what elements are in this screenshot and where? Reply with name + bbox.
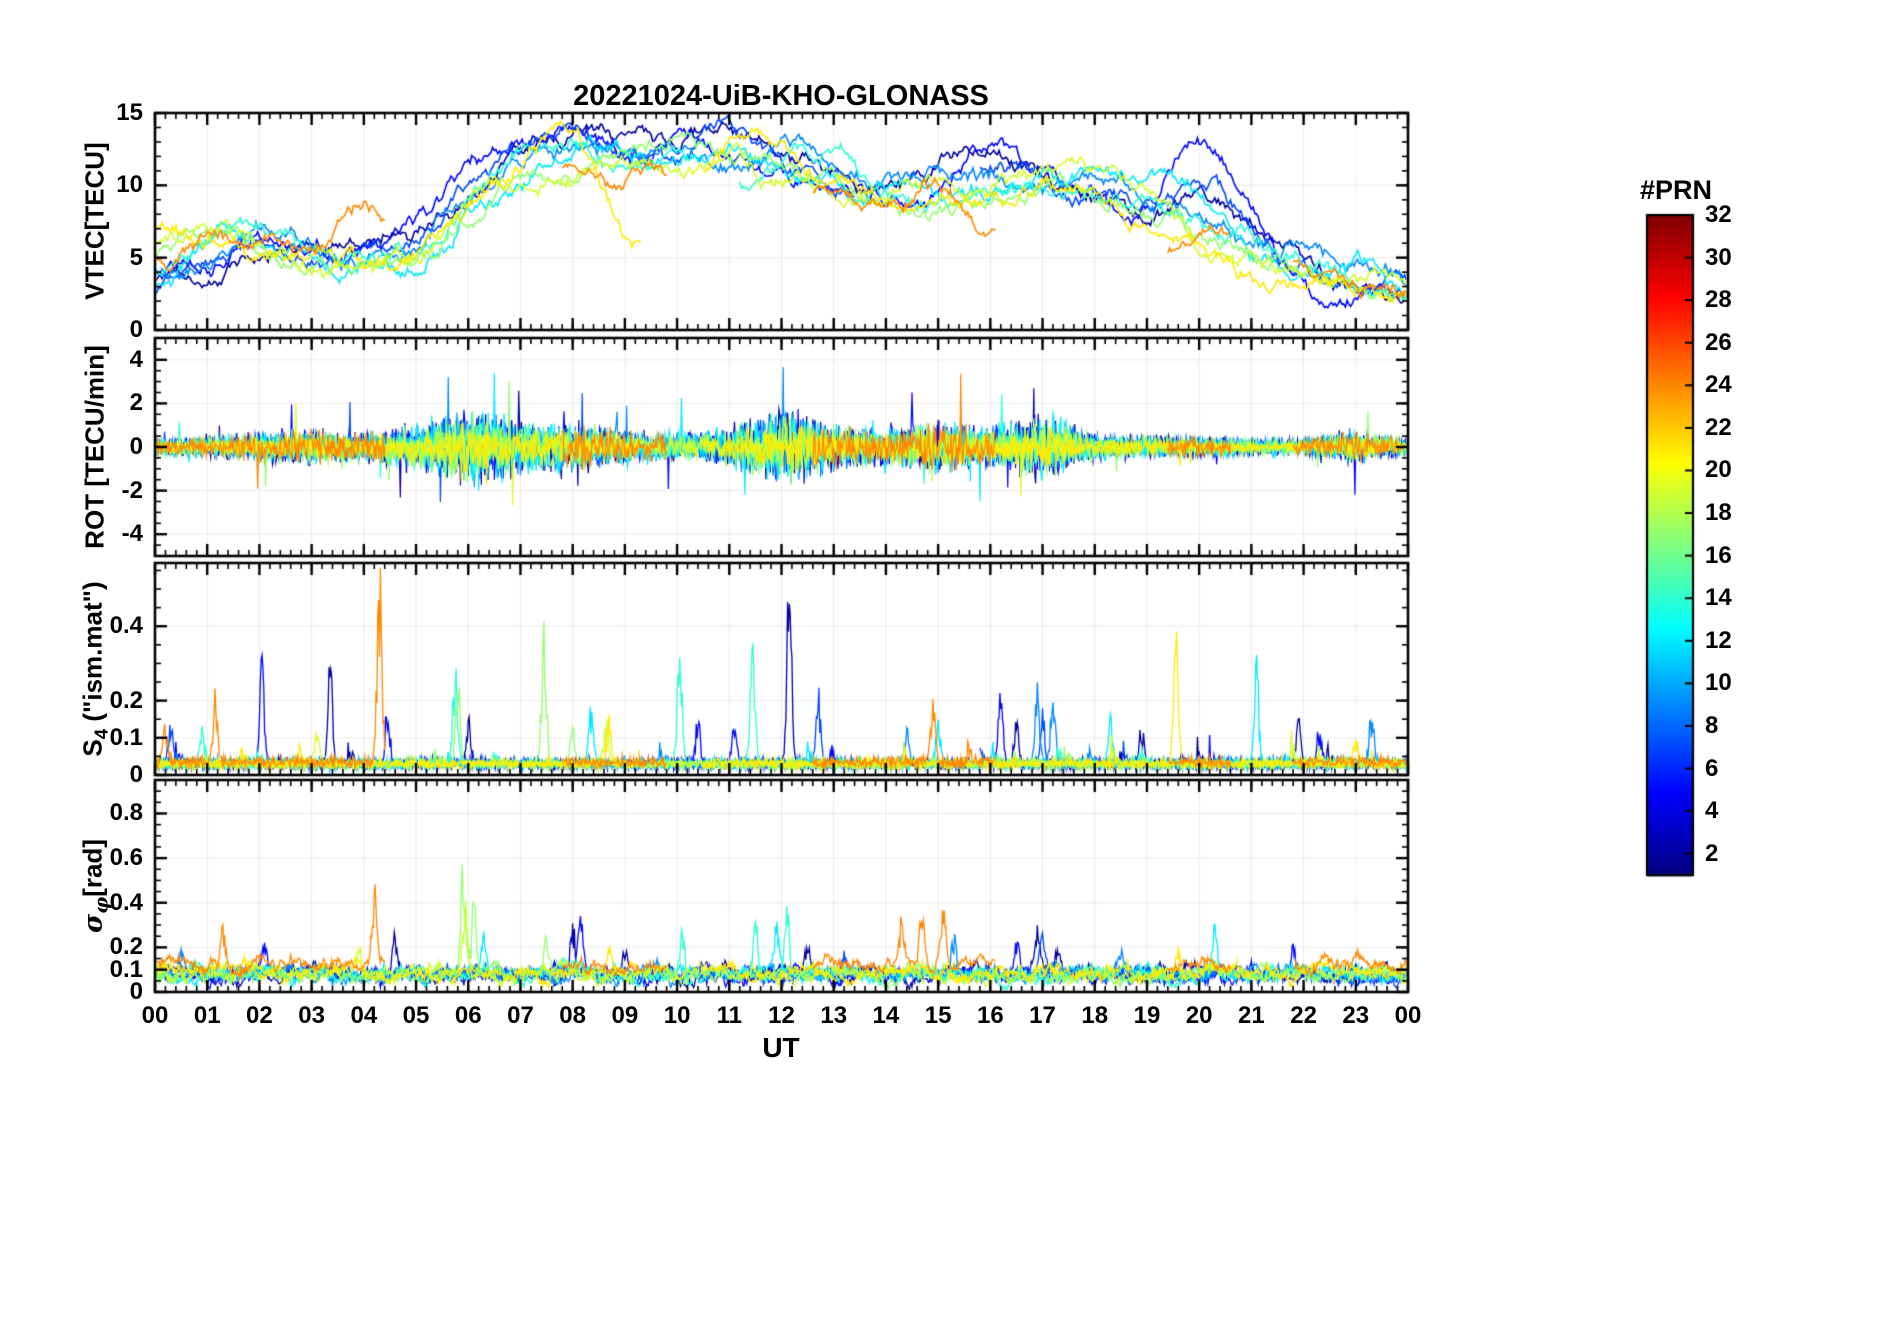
y-tick-label: 0.4 (109, 612, 143, 640)
y-tick-label: 0.2 (109, 933, 143, 961)
colorbar-tick-label: 26 (1705, 328, 1732, 356)
colorbar-tick-label: 12 (1705, 626, 1732, 654)
x-axis-label: UT (762, 1032, 800, 1063)
y-tick-label: 10 (116, 171, 143, 199)
colorbar-tick-label: 28 (1705, 286, 1732, 314)
y-axis-label-part: [rad] (77, 839, 108, 897)
x-tick-label: 06 (454, 1002, 482, 1029)
x-tick-label: 10 (663, 1002, 691, 1029)
x-tick-label: 22 (1290, 1002, 1317, 1029)
x-tick-label: 09 (611, 1002, 639, 1029)
colorbar-tick-label: 10 (1705, 669, 1732, 697)
x-tick-label: 19 (1133, 1002, 1161, 1029)
y-axis-label-part: 4 (90, 728, 112, 740)
x-tick-label: 11 (716, 1002, 742, 1029)
x-tick-label: 02 (246, 1002, 273, 1029)
y-axis-label-rot: ROT [TECU/min] (80, 345, 111, 549)
x-tick-label: 12 (768, 1002, 795, 1029)
x-tick-label: 13 (820, 1002, 848, 1029)
y-tick-label: 0.8 (109, 799, 143, 827)
x-tick-label: 18 (1081, 1002, 1109, 1029)
y-axis-label-part: ROT [TECU/min] (79, 345, 110, 549)
colorbar-tick-label: 14 (1705, 584, 1732, 612)
colorbar-tick-label: 6 (1705, 754, 1719, 782)
x-tick-label: 17 (1029, 1002, 1056, 1029)
y-tick-label: 4 (129, 345, 143, 373)
y-tick-label: 0.1 (109, 723, 143, 751)
colorbar-tick-label: 4 (1705, 797, 1719, 825)
colorbar-tick-label: 20 (1705, 456, 1732, 484)
x-tick-label: 23 (1342, 1002, 1370, 1029)
y-tick-label: 0.4 (109, 888, 143, 916)
x-tick-label: 21 (1238, 1002, 1265, 1029)
y-tick-label: 0 (129, 433, 143, 460)
x-tick-label: 07 (507, 1002, 534, 1029)
colorbar-label: #PRN (1639, 175, 1713, 205)
y-tick-label: 5 (129, 243, 143, 271)
colorbar-tick-label: 16 (1705, 541, 1732, 569)
y-tick-label: 0.2 (109, 686, 143, 714)
y-tick-label: 0.6 (109, 844, 143, 872)
x-tick-label: 08 (559, 1002, 587, 1029)
x-tick-label: 00 (141, 1002, 169, 1029)
colorbar-tick-label: 22 (1705, 413, 1732, 441)
x-tick-label: 15 (924, 1002, 952, 1029)
x-tick-label: 20 (1185, 1002, 1213, 1029)
y-tick-label: 15 (116, 99, 143, 126)
y-axis-label-vtec: VTEC[TECU] (80, 142, 111, 299)
x-tick-label: 00 (1394, 1002, 1422, 1029)
x-tick-label: 05 (402, 1002, 430, 1029)
x-tick-label: 01 (193, 1002, 221, 1029)
y-tick-label: 0 (129, 316, 143, 343)
x-tick-label: 16 (976, 1002, 1004, 1029)
colorbar-tick-label: 2 (1705, 839, 1719, 867)
colorbar-tick-label: 30 (1705, 243, 1732, 271)
x-tick-label: 03 (298, 1002, 325, 1029)
colorbar-tick-label: 24 (1705, 371, 1732, 399)
x-tick-label: 14 (872, 1002, 900, 1029)
y-axis-label-part: σ (78, 913, 109, 933)
colorbar-tick-label: 18 (1705, 499, 1732, 527)
chart-title: 20221024-UiB-KHO-GLONASS (573, 80, 989, 112)
y-axis-label-part: VTEC[TECU] (79, 142, 110, 300)
y-tick-label: 0.1 (109, 955, 143, 983)
colorbar-tick-label: 32 (1705, 201, 1732, 228)
colorbar-tick-label: 8 (1705, 711, 1719, 739)
y-tick-label: 2 (129, 389, 143, 417)
y-tick-label: -2 (121, 476, 143, 504)
y-axis-label-sigma_phi: σφ[rad] (77, 839, 112, 933)
x-tick-label: 04 (350, 1002, 378, 1029)
y-axis-label-part: ("ism.mat") (77, 581, 108, 729)
y-tick-label: 0 (129, 978, 143, 1005)
y-tick-label: -4 (121, 520, 143, 548)
y-axis-label-part: S (77, 739, 108, 757)
y-tick-label: 0 (129, 761, 143, 788)
y-axis-label-s4: S4 ("ism.mat") (77, 581, 112, 756)
